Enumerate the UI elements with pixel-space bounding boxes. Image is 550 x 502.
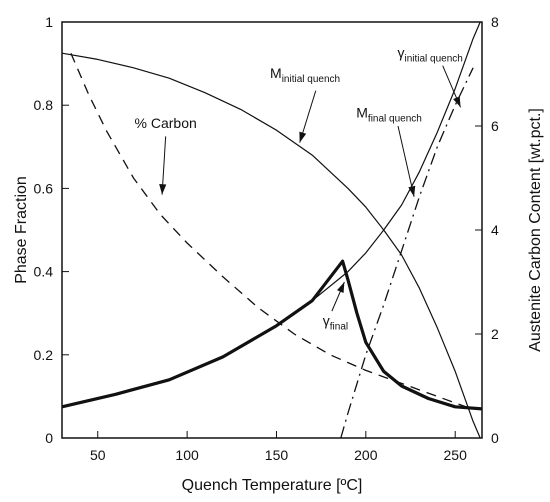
y2-tick-label: 6 <box>491 118 499 134</box>
ticks: 50 100 150 200 250 0 0.2 0.4 0.6 0.8 1 0 2 4 6 8 <box>34 14 499 463</box>
y-tick-label: 0.2 <box>34 347 54 363</box>
x-tick-label: 250 <box>444 447 468 463</box>
arrow-line <box>397 125 415 197</box>
y2-tick-label: 4 <box>491 222 499 238</box>
annotation-label: γinitial quench <box>397 44 462 64</box>
series-line-1 <box>61 52 481 439</box>
annotations: Minitial quench γinitial quench Mfinal que… <box>135 44 463 332</box>
y-tick-label: 0.8 <box>34 97 54 113</box>
y2-tick-label: 8 <box>491 14 499 30</box>
arrow-head <box>408 185 416 197</box>
y-tick-label: 0 <box>45 430 53 446</box>
y-tick-label: 0.4 <box>34 264 54 280</box>
arrow-head <box>453 96 461 108</box>
x-tick-label: 200 <box>354 447 378 463</box>
series-line-3 <box>340 67 474 439</box>
y2-tick-label: 2 <box>491 326 499 342</box>
arrow-head <box>337 282 345 293</box>
series-line-5 <box>70 52 474 411</box>
annotation-label: Minitial quench <box>270 65 340 85</box>
annotation-label: γfinal <box>323 313 348 333</box>
arrow-head <box>299 131 307 143</box>
x-tick-label: 150 <box>265 447 289 463</box>
x-tick-label: 50 <box>90 447 106 463</box>
x-tick-label: 100 <box>175 447 199 463</box>
annotation-label: % Carbon <box>135 115 197 131</box>
plot-frame <box>61 21 483 439</box>
annotation-label: Mfinal quench <box>356 105 422 125</box>
x-axis-title: Quench Temperature [ºC] <box>182 477 363 494</box>
y-tick-label: 1 <box>45 14 53 30</box>
series-line-4 <box>61 259 483 411</box>
y-tick-label: 0.6 <box>34 180 54 196</box>
series-group <box>61 21 483 439</box>
arrow-head <box>159 184 167 195</box>
y2-axis-title: Austenite Carbon Content [wt.pct.] <box>527 108 544 352</box>
y-axis-title: Phase Fraction <box>13 176 30 284</box>
y2-tick-label: 0 <box>491 430 499 446</box>
